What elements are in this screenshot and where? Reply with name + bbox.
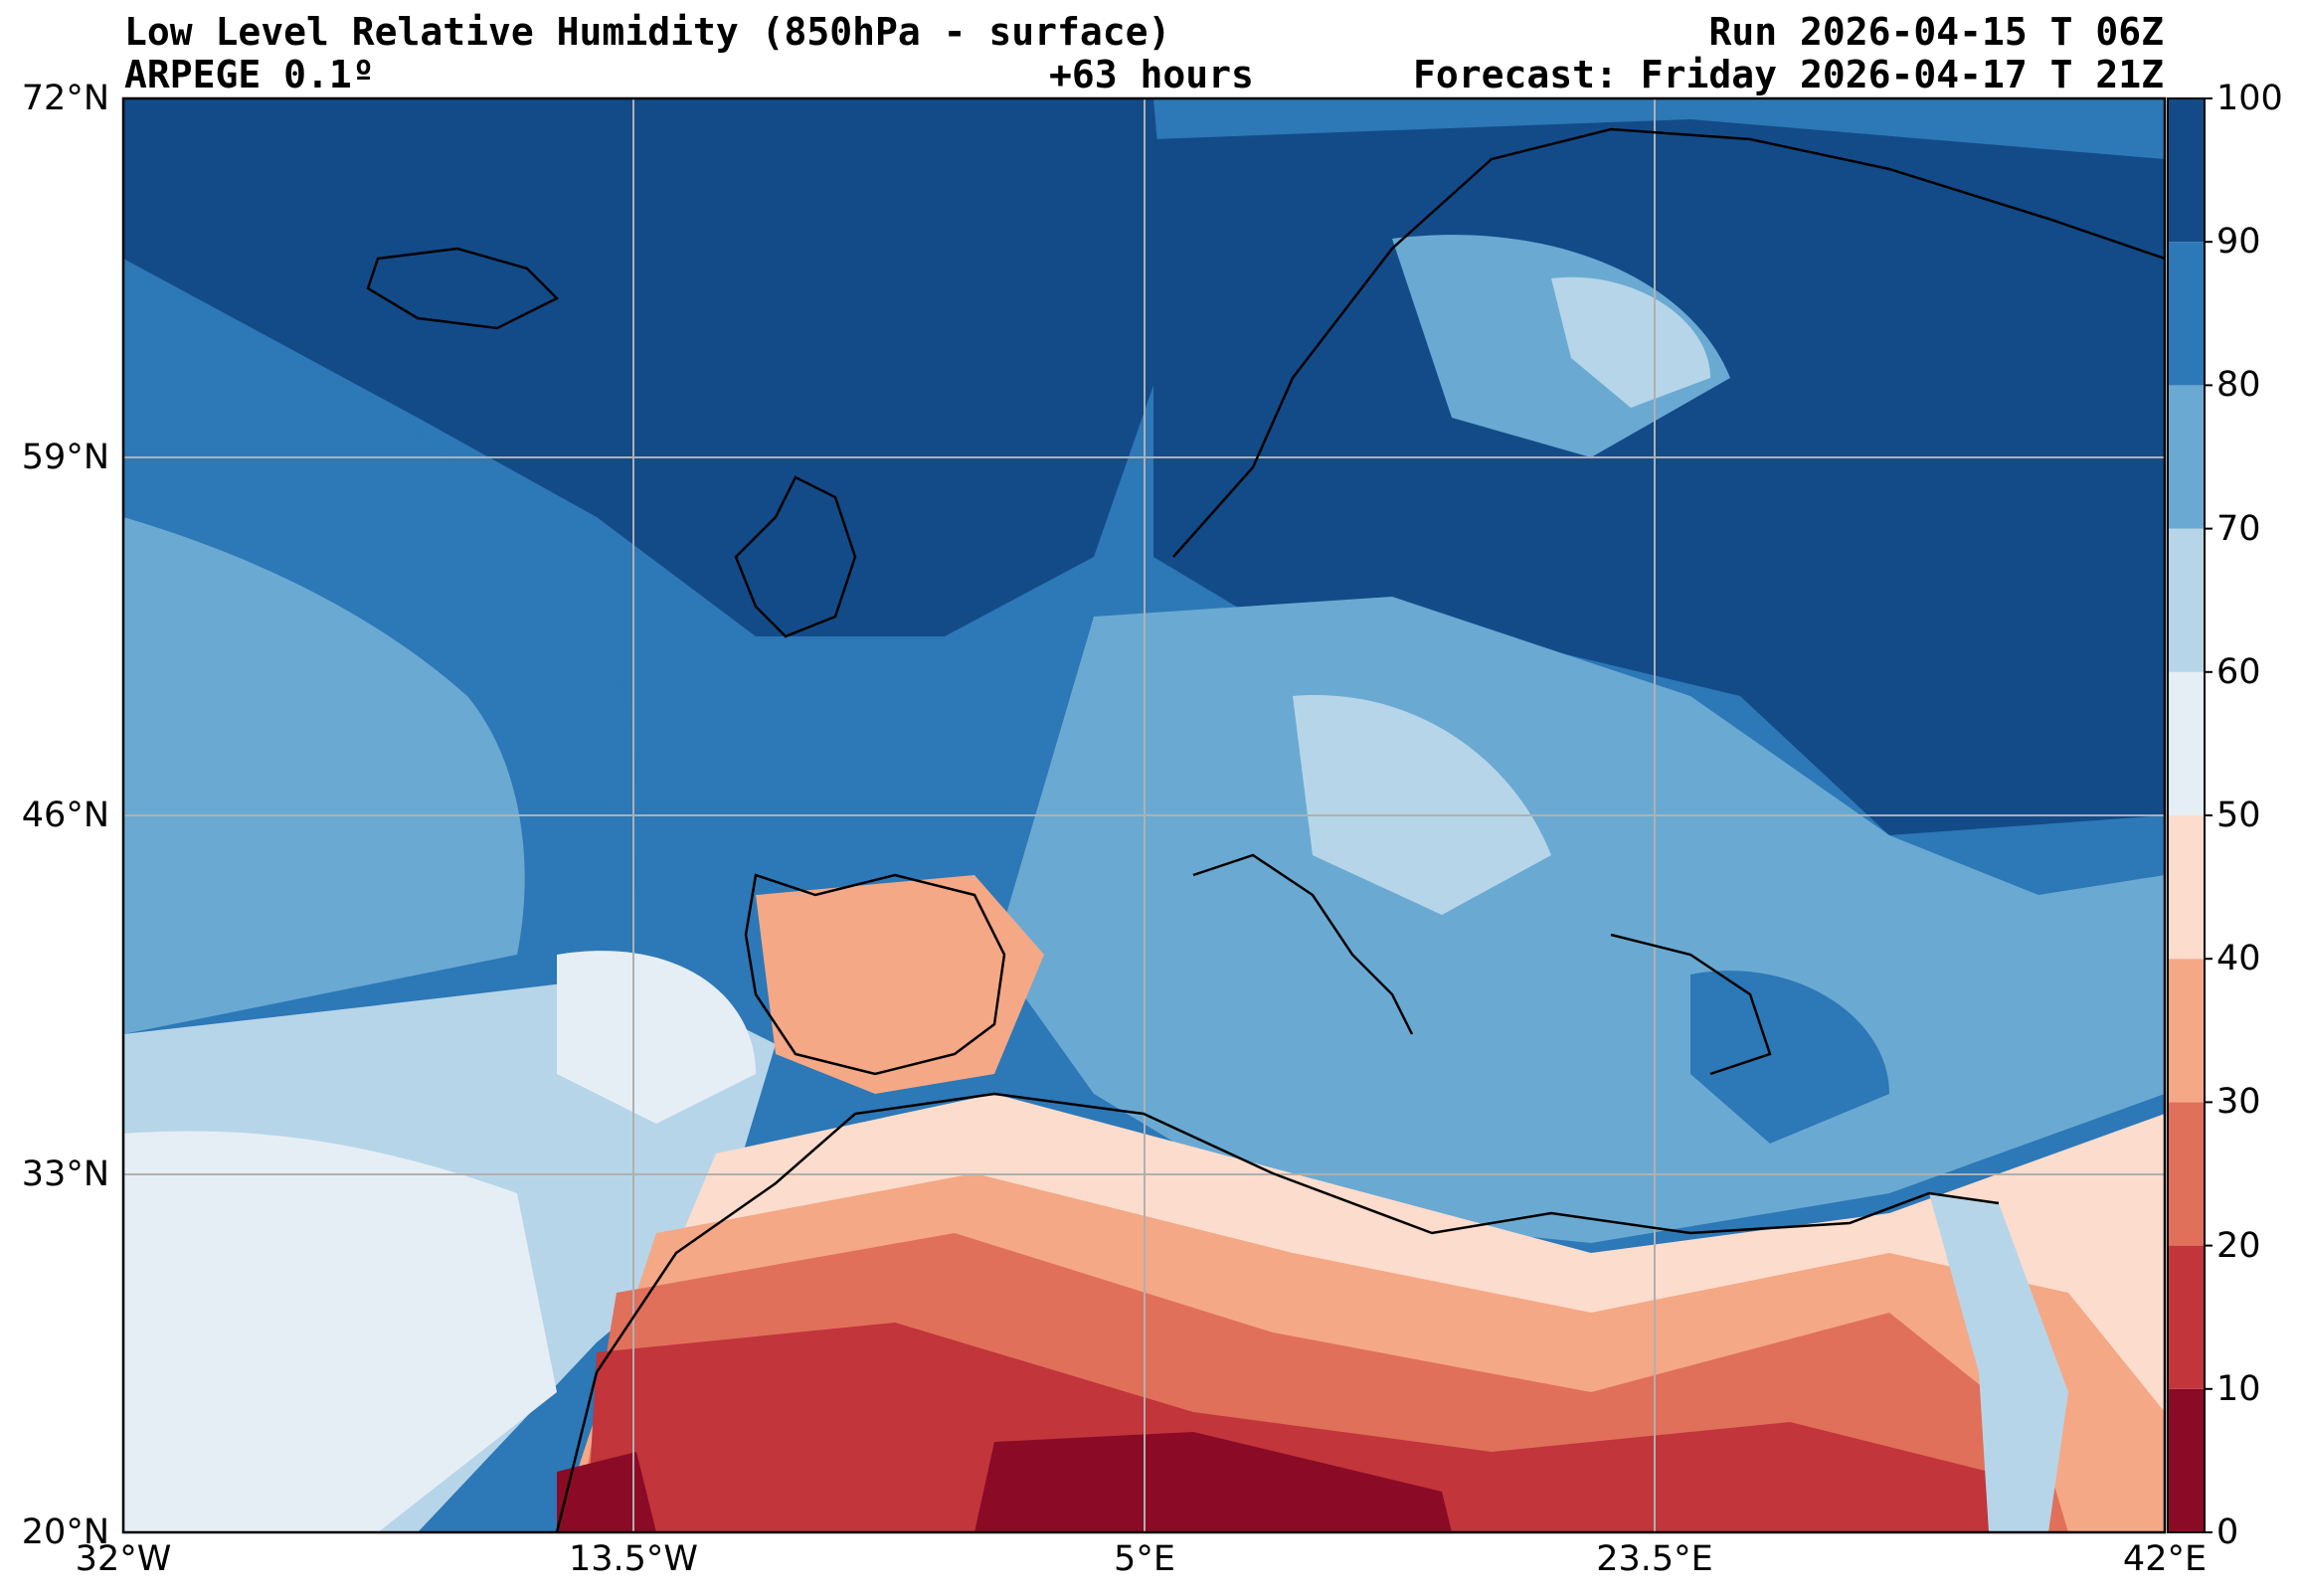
lat-label-33n: 33°N: [21, 1154, 109, 1194]
colorbar-tick-label: 30: [2216, 1082, 2261, 1123]
iceland-coast: [366, 247, 560, 330]
iberia-coast: [744, 873, 1006, 1076]
colorbar-tick-label: 70: [2216, 508, 2261, 549]
coastlines: [366, 127, 2165, 1532]
forecast-time: Forecast: Friday 2026-04-17 T 21Z: [1413, 53, 2164, 96]
lon-label-23e: 23.5°E: [1596, 1539, 1713, 1579]
lat-label-72n: 72°N: [21, 79, 109, 118]
colorbar-segment: [2168, 242, 2205, 386]
map-title: Low Level Relative Humidity (850hPa - su…: [124, 10, 1171, 54]
lat-label-46n: 46°N: [21, 796, 109, 835]
graticule: [123, 98, 2165, 1532]
colorbar-tick-label: 0: [2216, 1512, 2239, 1552]
lat-label-20n: 20°N: [21, 1512, 109, 1552]
colorbar-tick-label: 60: [2216, 651, 2261, 692]
colorbar-segment: [2168, 528, 2205, 672]
colorbar-segment: [2168, 815, 2205, 960]
model-name: ARPEGE 0.1º: [124, 53, 375, 96]
colorbar-segment: [2168, 1388, 2205, 1532]
colorbar-tick-label: 20: [2216, 1225, 2261, 1266]
colorbar-tick-label: 80: [2216, 365, 2261, 406]
map-frame: [121, 96, 2167, 1534]
britain-coast: [734, 475, 857, 638]
lat-label-59n: 59°N: [21, 438, 109, 477]
colorbar-tick-label: 90: [2216, 222, 2261, 263]
colorbar-segment: [2168, 671, 2205, 815]
africa-coast: [555, 1092, 2000, 1532]
lon-label-5e: 5°E: [1114, 1539, 1175, 1579]
lon-label-42e: 42°E: [2122, 1539, 2208, 1579]
greece-coast: [1610, 933, 1772, 1076]
lon-label-32w: 32°W: [75, 1539, 172, 1579]
colorbar-segment: [2168, 1102, 2205, 1246]
scandinavia-coast: [1172, 127, 2165, 558]
colorbar-segment: [2168, 385, 2205, 529]
run-time: Run 2026-04-15 T 06Z: [1708, 10, 2164, 54]
colorbar: [2167, 97, 2212, 1533]
lon-label-13w: 13.5°W: [568, 1539, 699, 1579]
colorbar-segment: [2168, 1245, 2205, 1389]
colorbar-tick-label: 40: [2216, 939, 2261, 979]
lead-time: +63 hours: [1049, 53, 1254, 96]
colorbar-tick-label: 100: [2216, 79, 2283, 118]
italy-coast: [1192, 853, 1414, 1035]
colorbar-tick-label: 10: [2216, 1368, 2261, 1409]
colorbar-tick-label: 50: [2216, 796, 2261, 835]
colorbar-segment: [2168, 98, 2205, 243]
colorbar-segment: [2168, 959, 2205, 1103]
